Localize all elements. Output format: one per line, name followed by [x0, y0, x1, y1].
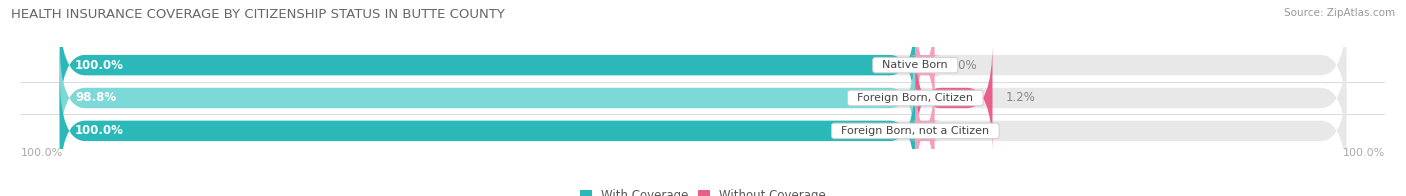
FancyBboxPatch shape [915, 43, 993, 153]
FancyBboxPatch shape [908, 10, 941, 121]
Text: Foreign Born, not a Citizen: Foreign Born, not a Citizen [834, 126, 997, 136]
FancyBboxPatch shape [908, 75, 941, 186]
Text: HEALTH INSURANCE COVERAGE BY CITIZENSHIP STATUS IN BUTTE COUNTY: HEALTH INSURANCE COVERAGE BY CITIZENSHIP… [11, 8, 505, 21]
Text: 100.0%: 100.0% [1343, 148, 1385, 158]
Text: 0.0%: 0.0% [948, 59, 977, 72]
FancyBboxPatch shape [59, 43, 915, 153]
Text: 1.2%: 1.2% [1005, 92, 1035, 104]
Text: Foreign Born, Citizen: Foreign Born, Citizen [851, 93, 980, 103]
Text: 0.0%: 0.0% [948, 124, 977, 137]
FancyBboxPatch shape [59, 10, 1347, 121]
FancyBboxPatch shape [59, 43, 1347, 153]
Text: Source: ZipAtlas.com: Source: ZipAtlas.com [1284, 8, 1395, 18]
FancyBboxPatch shape [59, 75, 1347, 186]
FancyBboxPatch shape [59, 10, 915, 121]
Text: 100.0%: 100.0% [75, 124, 124, 137]
Text: 100.0%: 100.0% [21, 148, 63, 158]
Legend: With Coverage, Without Coverage: With Coverage, Without Coverage [575, 184, 831, 196]
Text: Native Born: Native Born [876, 60, 955, 70]
Text: 100.0%: 100.0% [75, 59, 124, 72]
FancyBboxPatch shape [59, 75, 915, 186]
Text: 98.8%: 98.8% [75, 92, 117, 104]
